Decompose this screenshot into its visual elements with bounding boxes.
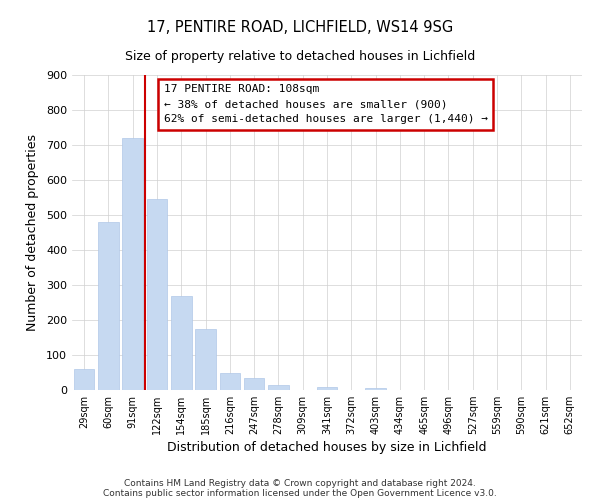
- Bar: [146, 199, 167, 390]
- Bar: [74, 369, 94, 390]
- Bar: [365, 388, 386, 390]
- Bar: [244, 378, 265, 390]
- Bar: [171, 296, 191, 390]
- Bar: [317, 386, 337, 390]
- Text: Size of property relative to detached houses in Lichfield: Size of property relative to detached ho…: [125, 50, 475, 63]
- Bar: [98, 222, 119, 390]
- Text: Contains HM Land Registry data © Crown copyright and database right 2024.: Contains HM Land Registry data © Crown c…: [124, 478, 476, 488]
- Y-axis label: Number of detached properties: Number of detached properties: [26, 134, 39, 331]
- Bar: [220, 373, 240, 390]
- Text: Contains public sector information licensed under the Open Government Licence v3: Contains public sector information licen…: [103, 488, 497, 498]
- Text: 17, PENTIRE ROAD, LICHFIELD, WS14 9SG: 17, PENTIRE ROAD, LICHFIELD, WS14 9SG: [147, 20, 453, 35]
- Bar: [122, 138, 143, 390]
- Bar: [195, 329, 216, 390]
- Text: 17 PENTIRE ROAD: 108sqm
← 38% of detached houses are smaller (900)
62% of semi-d: 17 PENTIRE ROAD: 108sqm ← 38% of detache…: [164, 84, 488, 124]
- Bar: [268, 385, 289, 390]
- X-axis label: Distribution of detached houses by size in Lichfield: Distribution of detached houses by size …: [167, 442, 487, 454]
